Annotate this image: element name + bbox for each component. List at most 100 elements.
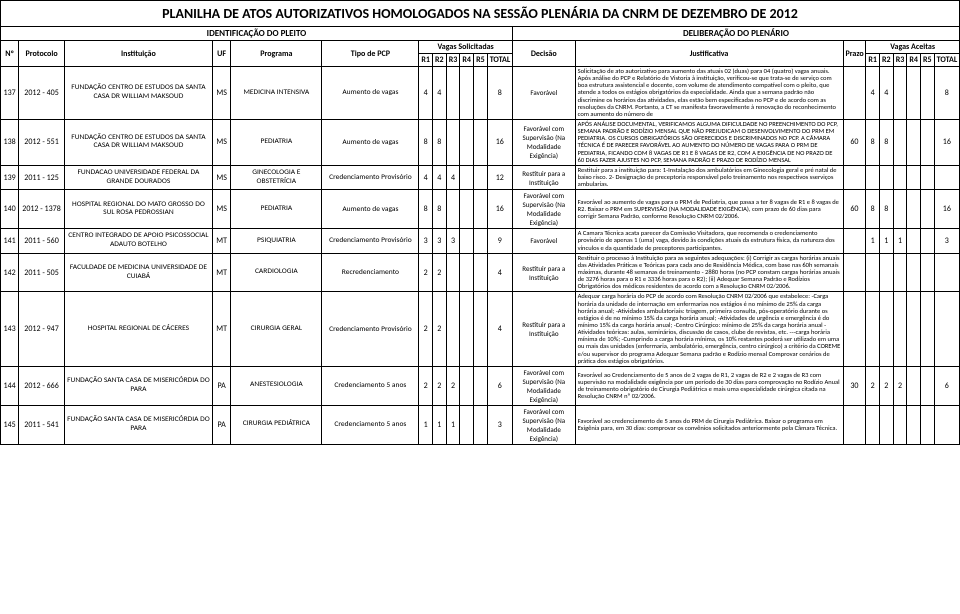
- cell-ar4: [907, 67, 921, 120]
- cell-just: Favorável ao aumento de vagas para o PRM…: [575, 190, 843, 229]
- cell-prazo: [843, 292, 866, 366]
- cell-sr2: 4: [433, 67, 447, 120]
- cell-ar3: 2: [893, 366, 907, 405]
- cell-sr4: [460, 253, 474, 292]
- cell-sr1: 3: [419, 229, 433, 253]
- cell-inst: HOSPITAL REGIONAL DE CÁCERES: [64, 292, 212, 366]
- cell-just: Favorável ao Credenciamento de 5 anos de…: [575, 366, 843, 405]
- cell-atot: 8: [934, 67, 959, 120]
- th-ar4: R4: [907, 54, 921, 67]
- cell-stot: 6: [487, 366, 512, 405]
- cell-proto: 2011 - 505: [19, 253, 65, 292]
- cell-tipo: Credenciamento Provisório: [322, 165, 419, 189]
- cell-ar5: [920, 190, 934, 229]
- cell-dec: Favorável com Supervisão (Na Modalidade …: [512, 190, 575, 229]
- cell-sr5: [474, 229, 488, 253]
- cell-sr2: 2: [433, 366, 447, 405]
- cell-n: 141: [1, 229, 19, 253]
- cell-just: A Camara Técnica acata parecer da Comiss…: [575, 229, 843, 253]
- cell-ar4: [907, 229, 921, 253]
- table-row: 1372012 - 405FUNDAÇÃO CENTRO DE ESTUDOS …: [1, 67, 960, 120]
- th-stot: TOTAL: [487, 54, 512, 67]
- cell-uf: MT: [213, 292, 231, 366]
- cell-sr2: 8: [433, 190, 447, 229]
- cell-sr1: 8: [419, 190, 433, 229]
- cell-sr1: 1: [419, 405, 433, 444]
- cell-inst: FUNDAÇÃO CENTRO DE ESTUDOS DA SANTA CASA…: [64, 119, 212, 165]
- cell-prazo: [843, 253, 866, 292]
- cell-atot: 16: [934, 119, 959, 165]
- cell-stot: 9: [487, 229, 512, 253]
- cell-sr3: [446, 253, 460, 292]
- th-justificativa: Justificativa: [575, 41, 843, 67]
- cell-uf: MS: [213, 190, 231, 229]
- cell-sr4: [460, 292, 474, 366]
- cell-uf: MT: [213, 253, 231, 292]
- cell-ar2: 8: [879, 190, 893, 229]
- table-row: 1442012 - 666FUNDAÇÃO SANTA CASA DE MISE…: [1, 366, 960, 405]
- cell-prazo: [843, 67, 866, 120]
- cell-tipo: Aumento de vagas: [322, 67, 419, 120]
- table-row: 1382012 - 551FUNDAÇÃO CENTRO DE ESTUDOS …: [1, 119, 960, 165]
- cell-stot: 16: [487, 190, 512, 229]
- cell-ar2: [879, 253, 893, 292]
- cell-uf: MS: [213, 67, 231, 120]
- cell-prazo: 30: [843, 366, 866, 405]
- cell-inst: FUNDAÇÃO SANTA CASA DE MISERICÓRDIA DO P…: [64, 366, 212, 405]
- cell-sr3: 4: [446, 165, 460, 189]
- cell-inst: FUNDAÇÃO SANTA CASA DE MISERICÓRDIA DO P…: [64, 405, 212, 444]
- cell-just: Favorável ao credenciamento de 5 anos do…: [575, 405, 843, 444]
- cell-proto: 2012 - 1378: [19, 190, 65, 229]
- cell-ar1: [866, 405, 880, 444]
- cell-sr4: [460, 229, 474, 253]
- th-vagas-ac: Vagas Aceitas: [866, 41, 960, 54]
- cell-ar3: [893, 67, 907, 120]
- cell-sr4: [460, 405, 474, 444]
- th-uf: UF: [213, 41, 231, 67]
- cell-inst: FUNDACAO UNIVERSIDADE FEDERAL DA GRANDE …: [64, 165, 212, 189]
- cell-sr5: [474, 165, 488, 189]
- cell-ar5: [920, 165, 934, 189]
- th-decisao: Decisão: [512, 41, 575, 67]
- cell-sr3: 2: [446, 366, 460, 405]
- th-vagas-sol: Vagas Solicitadas: [419, 41, 513, 54]
- cell-ar4: [907, 119, 921, 165]
- cell-inst: FACULDADE DE MEDICINA UNIVERSIDADE DE CU…: [64, 253, 212, 292]
- cell-ar4: [907, 405, 921, 444]
- cell-atot: [934, 165, 959, 189]
- cell-sr4: [460, 366, 474, 405]
- cell-n: 142: [1, 253, 19, 292]
- th-atot: TOTAL: [934, 54, 959, 67]
- cell-sr5: [474, 366, 488, 405]
- cell-sr5: [474, 292, 488, 366]
- cell-just: Solicitação de ato autorizativo para aum…: [575, 67, 843, 120]
- cell-stot: 16: [487, 119, 512, 165]
- th-instituicao: Instituição: [64, 41, 212, 67]
- cell-ar1: 8: [866, 119, 880, 165]
- cell-prazo: [843, 165, 866, 189]
- cell-sr1: 4: [419, 165, 433, 189]
- table-row: 1432012 - 947HOSPITAL REGIONAL DE CÁCERE…: [1, 292, 960, 366]
- cell-ar2: [879, 165, 893, 189]
- cell-ar2: [879, 405, 893, 444]
- cell-dec: Restituir para a Instituição: [512, 292, 575, 366]
- cell-ar1: [866, 292, 880, 366]
- cell-uf: MS: [213, 119, 231, 165]
- cell-proto: 2011 - 560: [19, 229, 65, 253]
- main-table: IDENTIFICAÇÃO DO PLEITO DELIBERAÇÃO DO P…: [0, 26, 960, 445]
- th-ar5: R5: [920, 54, 934, 67]
- cell-ar3: [893, 190, 907, 229]
- cell-prog: MEDICINA INTENSIVA: [231, 67, 322, 120]
- cell-sr1: 2: [419, 366, 433, 405]
- cell-proto: 2011 - 125: [19, 165, 65, 189]
- th-sr2: R2: [433, 54, 447, 67]
- cell-ar1: [866, 253, 880, 292]
- cell-n: 144: [1, 366, 19, 405]
- cell-sr3: [446, 119, 460, 165]
- cell-sr2: 2: [433, 292, 447, 366]
- cell-proto: 2012 - 551: [19, 119, 65, 165]
- cell-atot: [934, 253, 959, 292]
- cell-ar5: [920, 253, 934, 292]
- cell-sr5: [474, 67, 488, 120]
- cell-prog: ANESTESIOLOGIA: [231, 366, 322, 405]
